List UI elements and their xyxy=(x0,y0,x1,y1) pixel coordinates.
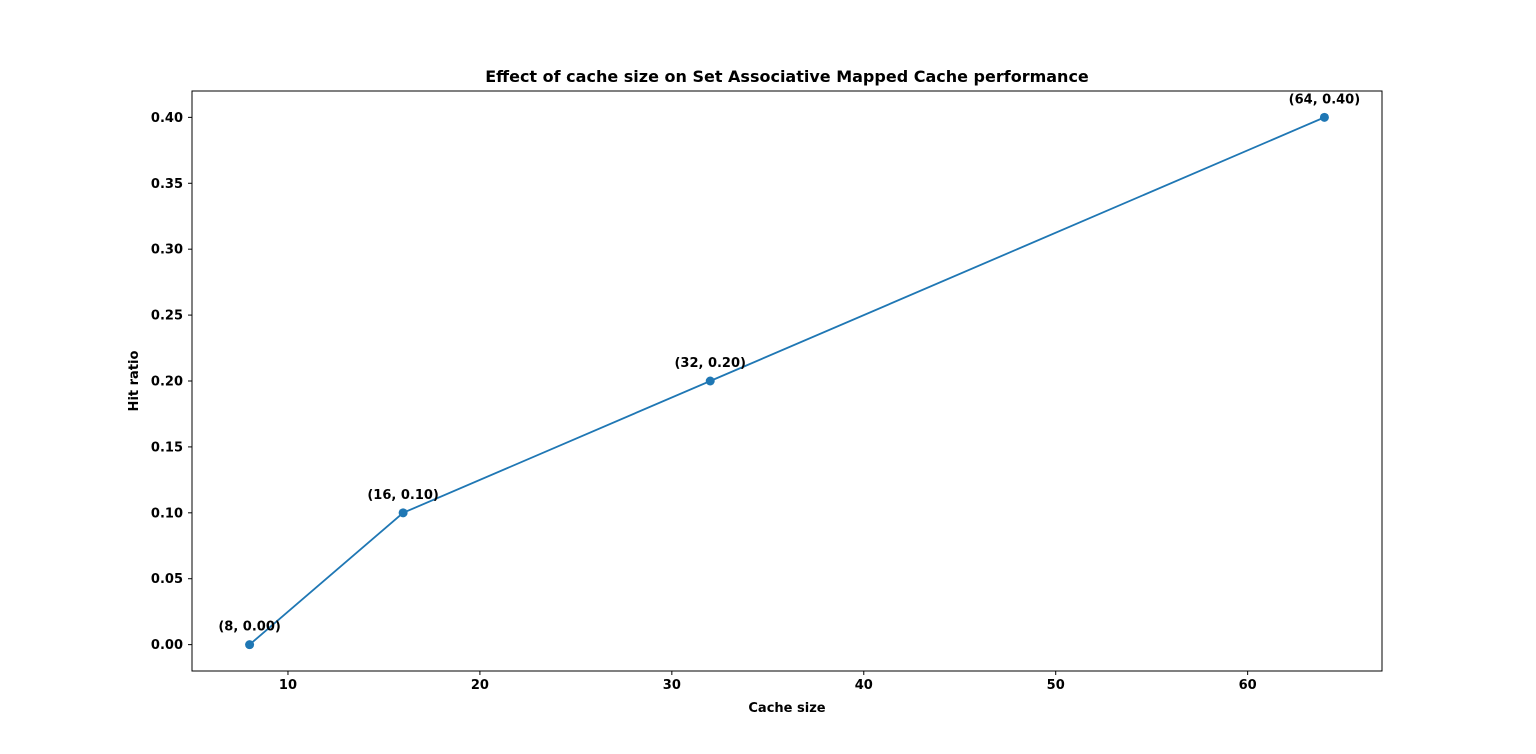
x-tick-label: 30 xyxy=(663,678,681,693)
data-point xyxy=(398,508,408,518)
plot-area: (8, 0.00) (16, 0.10) (32, 0.20) (64, 0.40) xyxy=(218,92,1361,650)
y-tick-label: 0.35 xyxy=(151,177,183,192)
y-tick-label: 0.30 xyxy=(151,243,183,258)
x-tick-label: 40 xyxy=(855,678,873,693)
x-tick-label: 60 xyxy=(1239,678,1257,693)
y-axis-label: Hit ratio xyxy=(127,351,142,412)
y-tick-label: 0.25 xyxy=(151,309,183,324)
y-tick-label: 0.40 xyxy=(151,111,183,126)
x-tick-label: 20 xyxy=(471,678,489,693)
y-tick-label: 0.20 xyxy=(151,375,183,390)
data-point-label: (64, 0.40) xyxy=(1289,92,1361,107)
y-tick-label: 0.15 xyxy=(151,440,183,455)
y-tick-label: 0.10 xyxy=(151,506,183,521)
data-point-label: (32, 0.20) xyxy=(674,356,746,371)
x-axis-label: Cache size xyxy=(748,701,825,716)
x-axis: 10 20 30 40 50 60 xyxy=(279,671,1257,693)
y-tick-label: 0.05 xyxy=(151,572,183,587)
x-tick-label: 50 xyxy=(1047,678,1065,693)
chart-title: Effect of cache size on Set Associative … xyxy=(485,67,1089,86)
data-point xyxy=(245,640,255,650)
series-line xyxy=(248,116,1325,646)
data-point xyxy=(705,376,715,386)
y-tick-label: 0.00 xyxy=(151,638,183,653)
y-axis: 0.00 0.05 0.10 0.15 0.20 0.25 0.30 0.35 0.40 xyxy=(151,111,192,653)
plot-frame xyxy=(191,90,1383,672)
x-tick-label: 10 xyxy=(279,678,297,693)
data-point-label: (16, 0.10) xyxy=(367,488,439,503)
data-point-label: (8, 0.00) xyxy=(218,620,280,635)
data-point xyxy=(1319,112,1329,122)
